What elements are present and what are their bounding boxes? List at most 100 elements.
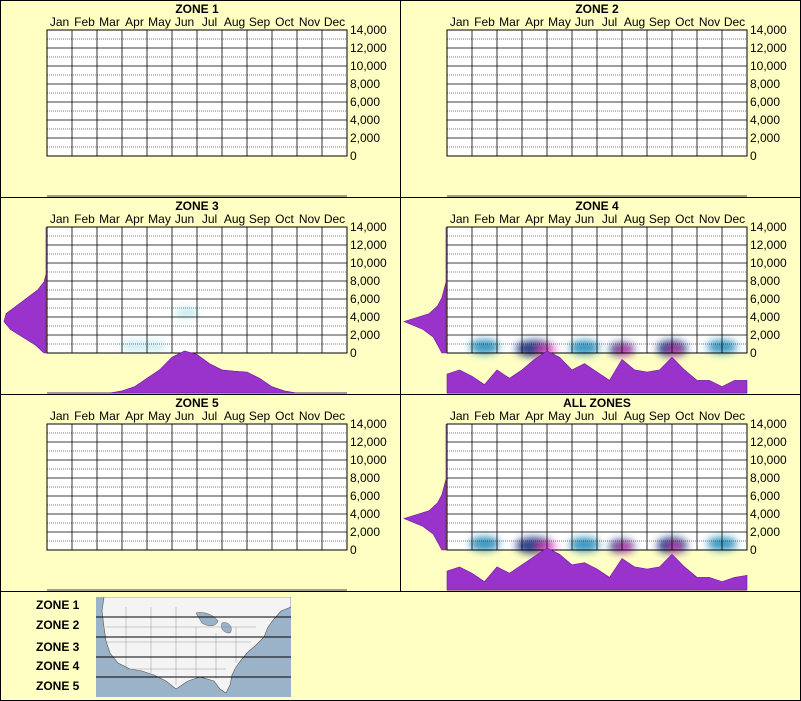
zone-map — [96, 597, 291, 697]
x-tick-label: May — [548, 212, 571, 226]
x-tick-label: Dec — [324, 212, 345, 226]
chart-group-1: ZONE 1 Jan Feb Mar Apr May Jun Jul Aug Sep Oct Nov D… — [46, 2, 387, 197]
x-tick-label: Oct — [275, 212, 294, 226]
x-tick-label: Aug — [224, 15, 245, 29]
y-tick-label: 14,000 — [750, 417, 787, 431]
x-tick-label: Apr — [525, 409, 544, 423]
heat-cell — [469, 339, 500, 354]
y-tick-label: 6,000 — [750, 292, 780, 306]
x-tick-label: Aug — [624, 212, 645, 226]
y-tick-label: 4,000 — [750, 507, 780, 521]
x-tick-label: Nov — [299, 15, 320, 29]
x-tick-label: May — [148, 15, 171, 29]
heat-cell — [137, 341, 167, 351]
chart-title: ZONE 1 — [175, 2, 219, 16]
chart-group-5: ZONE 5 Jan Feb Mar Apr May Jun Jul Aug Sep Oct Nov D… — [46, 396, 387, 591]
map-lakes — [195, 612, 232, 634]
x-tick-label: Jun — [175, 409, 194, 423]
x-tick-label: Jun — [575, 212, 594, 226]
x-tick-label: Apr — [125, 15, 144, 29]
x-tick-label: May — [148, 409, 171, 423]
y-tick-label: 14,000 — [350, 220, 387, 234]
y-tick-label: 2,000 — [750, 131, 780, 145]
x-tick-label: Mar — [499, 409, 520, 423]
y-tick-label: 2,000 — [750, 525, 780, 539]
y-tick-label: 12,000 — [350, 238, 387, 252]
chart-group-6: ALL ZONES Jan Feb Mar Apr May Jun Jul Aug Sep Oct N… — [403, 396, 787, 591]
x-tick-label: Feb — [474, 15, 495, 29]
chart-group-2: ZONE 2 Jan Feb Mar Apr May Jun Jul Aug Sep Oct Nov D… — [446, 2, 787, 197]
month-distribution-area — [446, 350, 748, 394]
y-tick-label: 2,000 — [750, 328, 780, 342]
x-tick-label: Feb — [74, 15, 95, 29]
x-tick-label: Feb — [474, 212, 495, 226]
y-tick-label: 6,000 — [350, 95, 380, 109]
y-tick-label: 10,000 — [350, 256, 387, 270]
x-tick-label: Nov — [299, 409, 320, 423]
legend-zone-2-label: ZONE 2 — [36, 618, 80, 632]
x-tick-label: Dec — [724, 212, 745, 226]
map-zone-lines — [96, 616, 291, 678]
y-tick-label: 10,000 — [750, 453, 787, 467]
chart-title: ZONE 5 — [175, 396, 219, 410]
y-tick-label: 10,000 — [750, 59, 787, 73]
x-tick-label: Dec — [724, 15, 745, 29]
y-tick-label: 8,000 — [750, 274, 780, 288]
chart-group-4: ZONE 4 Jan Feb Mar Apr May Jun Jul Aug Sep Oct Nov D… — [403, 199, 787, 394]
x-tick-label: Feb — [74, 212, 95, 226]
y-tick-label: 12,000 — [750, 238, 787, 252]
y-tick-label: 12,000 — [750, 435, 787, 449]
x-tick-label: Sep — [249, 15, 271, 29]
x-tick-label: Sep — [649, 15, 671, 29]
x-tick-label: Jan — [50, 15, 69, 29]
y-tick-label: 0 — [350, 149, 357, 163]
y-tick-label: 8,000 — [750, 471, 780, 485]
x-tick-label: Oct — [275, 15, 294, 29]
plot-border — [446, 226, 748, 354]
y-tick-label: 10,000 — [750, 256, 787, 270]
month-distribution-area — [446, 547, 748, 591]
plot-border — [46, 423, 348, 551]
x-tick-label: Mar — [99, 15, 120, 29]
x-tick-label: Mar — [99, 212, 120, 226]
y-tick-label: 0 — [350, 346, 357, 360]
elevation-distribution-area — [403, 424, 447, 551]
legend-zone-3-label: ZONE 3 — [36, 640, 80, 654]
x-tick-label: Nov — [699, 409, 720, 423]
y-tick-label: 10,000 — [350, 59, 387, 73]
x-tick-label: Apr — [525, 15, 544, 29]
y-tick-label: 8,000 — [350, 77, 380, 91]
x-tick-label: Aug — [624, 15, 645, 29]
x-tick-label: Jan — [50, 409, 69, 423]
x-tick-label: Apr — [525, 212, 544, 226]
x-tick-label: Apr — [125, 212, 144, 226]
x-tick-label: Oct — [275, 409, 294, 423]
x-tick-label: Nov — [299, 212, 320, 226]
y-tick-label: 8,000 — [350, 274, 380, 288]
y-tick-label: 4,000 — [350, 310, 380, 324]
y-tick-label: 6,000 — [350, 489, 380, 503]
x-tick-label: Jul — [602, 15, 617, 29]
x-tick-label: Feb — [474, 409, 495, 423]
x-tick-label: Nov — [699, 15, 720, 29]
x-tick-label: Mar — [99, 409, 120, 423]
x-tick-label: Mar — [499, 15, 520, 29]
y-tick-label: 12,000 — [350, 41, 387, 55]
y-tick-label: 14,000 — [350, 417, 387, 431]
y-tick-label: 4,000 — [750, 310, 780, 324]
chart-group-3: ZONE 3 Jan Feb Mar Apr May Jun Jul Aug Sep Oct Nov D… — [3, 199, 387, 394]
y-tick-label: 6,000 — [750, 489, 780, 503]
x-tick-label: Sep — [649, 409, 671, 423]
plot-border — [446, 423, 748, 551]
x-tick-label: Jul — [602, 409, 617, 423]
x-tick-label: Aug — [224, 409, 245, 423]
x-tick-label: Jan — [450, 409, 469, 423]
heat-cell — [469, 536, 500, 551]
x-tick-label: Sep — [649, 212, 671, 226]
x-tick-label: May — [548, 15, 571, 29]
elevation-distribution-area — [403, 227, 447, 354]
x-tick-label: Jun — [175, 15, 194, 29]
y-tick-label: 2,000 — [350, 525, 380, 539]
x-tick-label: Jul — [202, 15, 217, 29]
